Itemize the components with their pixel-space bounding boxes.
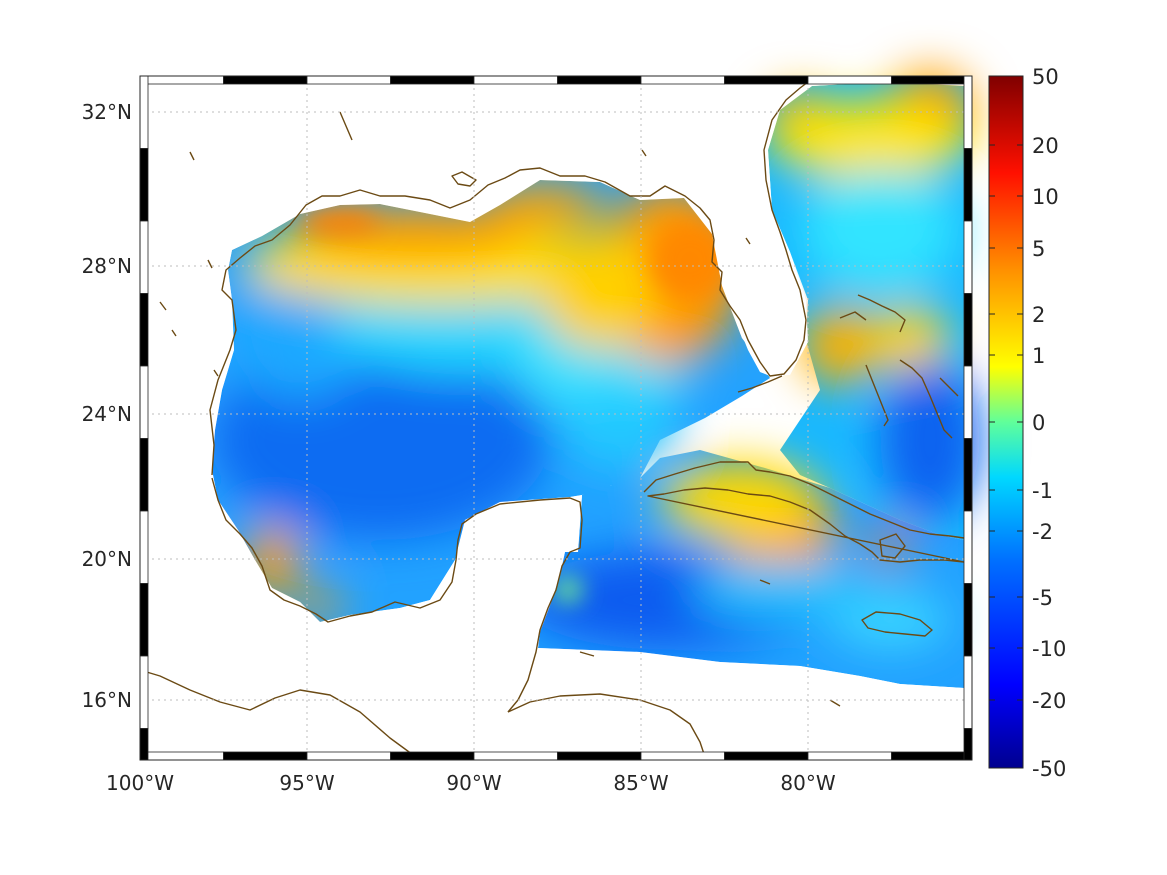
frame-segment-right: [963, 75, 973, 149]
frame-segment-bottom: [891, 751, 973, 761]
frame-segment-left: [139, 75, 149, 149]
frame-segment-bottom: [640, 751, 725, 761]
colorbar-tick-label: -50: [1032, 757, 1066, 781]
coastline-hispaniola: [879, 533, 906, 559]
frame-segment-bottom: [390, 751, 475, 761]
frame-segment-right: [963, 728, 973, 761]
frame-segment-right: [963, 220, 973, 294]
lat-tick-labels: 32°N 28°N 24°N 20°N 16°N: [82, 100, 132, 712]
lat-tick-label: 28°N: [82, 254, 132, 278]
coastline-cuba: [643, 461, 965, 563]
frame-segment-top: [891, 75, 973, 85]
colorbar-tick-label: -1: [1032, 479, 1053, 503]
frame-segment-top: [390, 75, 475, 85]
lat-tick-label: 24°N: [82, 402, 132, 426]
field-blob-loop: [560, 390, 680, 470]
frame-segment-bottom: [139, 751, 224, 761]
frame-segment-left: [139, 293, 149, 367]
frame-segment-left: [139, 148, 149, 222]
colorbar-tick-label: 10: [1032, 185, 1059, 209]
coastline-pacific: [139, 669, 421, 761]
colorbar-ticks: [989, 75, 1023, 769]
frame-segment-top: [640, 75, 725, 85]
frame-segment-bottom: [807, 751, 892, 761]
frame-outline: [139, 75, 973, 761]
frame-segment-top: [807, 75, 892, 85]
frame-segment-left: [139, 220, 149, 294]
coastline-islands: [159, 111, 841, 707]
lon-tick-label: 100°W: [106, 771, 174, 795]
colorbar-tick-label: -2: [1032, 520, 1053, 544]
field-blob-atl-yellow: [770, 100, 970, 180]
field-blob-yucatan-green: [554, 578, 582, 602]
frame-segment-top: [557, 75, 642, 85]
lon-tick-label: 85°W: [613, 771, 668, 795]
frame-segment-right: [963, 293, 973, 367]
frame-segment-bottom: [223, 751, 308, 761]
colorbar-tick-label: 20: [1032, 134, 1059, 158]
lat-tick-label: 16°N: [82, 688, 132, 712]
coastline-mexico: [211, 477, 583, 713]
mask-florida: [690, 95, 800, 380]
lat-tick-label: 32°N: [82, 100, 132, 124]
field-blob-tx-shelf: [300, 210, 380, 234]
frame-segment-right: [963, 438, 973, 512]
field-blob-bahamas-2: [870, 305, 950, 375]
data-field: [210, 70, 980, 688]
frame-segment-bottom: [306, 751, 391, 761]
lon-tick-label: 95°W: [279, 771, 334, 795]
frame-segment-left: [139, 655, 149, 729]
field-blob-tampa: [650, 220, 730, 300]
frame-segment-right: [963, 365, 973, 439]
frame-segment-top: [306, 75, 391, 85]
frame-segment-top: [473, 75, 558, 85]
lon-tick-labels: 100°W 95°W 90°W 85°W 80°W: [106, 771, 836, 795]
colorbar-tick-label: -10: [1032, 637, 1066, 661]
field-blob-wfs-yellow: [540, 230, 660, 350]
frame-segment-top: [139, 75, 224, 85]
frame-segment-right: [963, 510, 973, 584]
coastline-jamaica: [861, 611, 933, 637]
frame-segment-bottom: [557, 751, 642, 761]
frame-segment-left: [139, 438, 149, 512]
field-blob-atl-cyan: [800, 170, 960, 290]
field-blob-east-deep: [880, 360, 980, 520]
colorbar-tick-label: -5: [1032, 586, 1053, 610]
frame-segment-left: [139, 510, 149, 584]
coastline-florida-keys: [737, 375, 783, 393]
frame-segment-right: [963, 148, 973, 222]
frame-segment-bottom: [473, 751, 558, 761]
frame-segment-left: [139, 728, 149, 761]
lon-tick-label: 80°W: [780, 771, 835, 795]
field-blob-cuba-yellow: [660, 460, 820, 540]
colorbar-tick-label: 50: [1032, 65, 1059, 89]
grid: [140, 76, 972, 760]
frame-segment-left: [139, 365, 149, 439]
colorbar-tick-label: -20: [1032, 689, 1066, 713]
lon-tick-label: 90°W: [446, 771, 501, 795]
coastline-bahamas: [839, 294, 959, 439]
field-blob-jamaica: [830, 592, 950, 648]
frame-segment-bottom: [724, 751, 809, 761]
map-frame: [139, 75, 973, 761]
colorbar-tick-label: 5: [1032, 237, 1045, 261]
field-blob-bahamas: [800, 305, 880, 385]
frame-segment-right: [963, 655, 973, 729]
coastlines: [139, 75, 965, 761]
frame-segment-left: [139, 583, 149, 657]
frame-segment-top: [724, 75, 809, 85]
colorbar-tick-label: 2: [1032, 303, 1045, 327]
colorbar-tick-label: 0: [1032, 411, 1045, 435]
frame-segment-right: [963, 583, 973, 657]
land-mask: [140, 76, 972, 760]
frame-segment-top: [223, 75, 308, 85]
lat-tick-label: 20°N: [82, 547, 132, 571]
colorbar-tick-label: 1: [1032, 344, 1045, 368]
coastline-gulf-north: [209, 75, 817, 476]
field-blob-south-cuba-cyan: [690, 560, 870, 620]
